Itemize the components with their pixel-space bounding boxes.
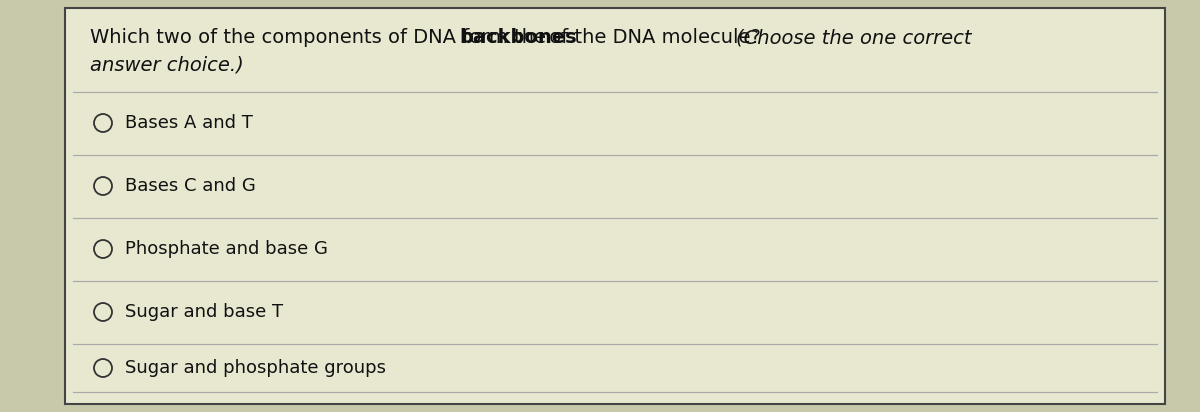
Text: Bases C and G: Bases C and G: [125, 177, 256, 195]
Text: Bases A and T: Bases A and T: [125, 114, 253, 132]
Text: backbones: backbones: [460, 28, 577, 47]
Text: (Choose the one correct: (Choose the one correct: [736, 28, 972, 47]
Text: of the DNA molecule?: of the DNA molecule?: [542, 28, 773, 47]
Text: answer choice.): answer choice.): [90, 55, 244, 74]
Text: Which two of the components of DNA form the: Which two of the components of DNA form …: [90, 28, 552, 47]
Text: Phosphate and base G: Phosphate and base G: [125, 240, 328, 258]
Text: Sugar and phosphate groups: Sugar and phosphate groups: [125, 359, 386, 377]
Text: Sugar and base T: Sugar and base T: [125, 303, 283, 321]
